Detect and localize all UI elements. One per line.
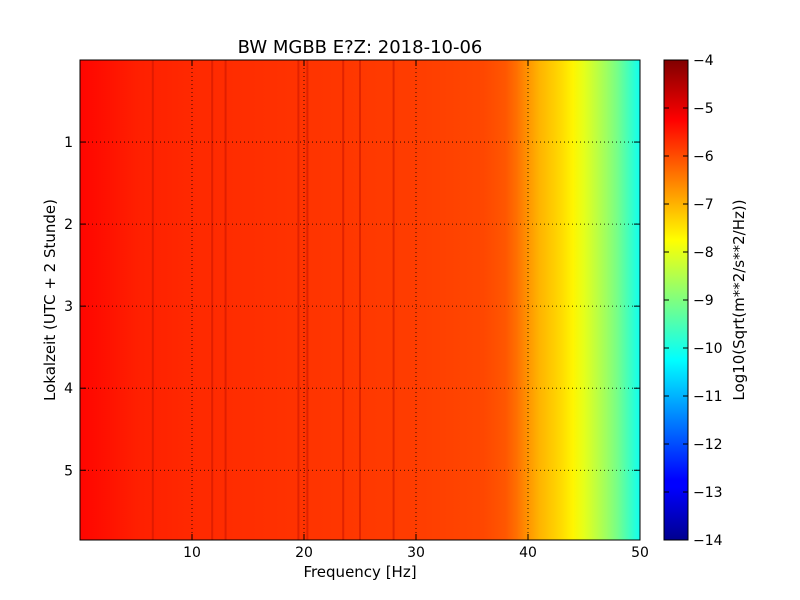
grid (80, 60, 640, 540)
colorbar-ticks: −14 −13 −12 −11 −10 −9 −8 −7 −6 −5 −4 (664, 53, 723, 549)
colorbar-tick-label: −5 (693, 101, 714, 117)
x-tick-label: 30 (407, 545, 425, 561)
colorbar-tick-label: −9 (693, 293, 714, 309)
y-tick-label: 2 (64, 217, 73, 233)
x-axis-ticks: 10 20 30 40 50 (183, 60, 649, 561)
colorbar-tick-label: −10 (693, 341, 723, 357)
colorbar-label: Log10(Sqrt(m**2/s**2/Hz)) (730, 199, 748, 400)
plot-area (80, 60, 640, 540)
x-tick-label: 50 (631, 545, 649, 561)
y-tick-label: 4 (64, 381, 73, 397)
colorbar-tick-label: −13 (693, 485, 723, 501)
colorbar-tick-label: −12 (693, 437, 723, 453)
x-tick-label: 10 (183, 545, 201, 561)
colorbar-tick-label: −8 (693, 245, 714, 261)
colorbar-tick-label: −4 (693, 53, 714, 69)
colorbar-tick-label: −11 (693, 389, 723, 405)
y-tick-label: 5 (64, 463, 73, 479)
chart-title: BW MGBB E?Z: 2018-10-06 (238, 37, 483, 58)
x-tick-label: 40 (519, 545, 537, 561)
y-axis-ticks: 1 2 3 4 5 (64, 135, 640, 479)
y-tick-label: 3 (64, 299, 73, 315)
colorbar-tick-label: −6 (693, 149, 714, 165)
spectral-lines (151, 60, 395, 540)
colorbar-tick-label: −14 (693, 533, 723, 549)
x-axis-label: Frequency [Hz] (303, 563, 416, 581)
colorbar-tick-label: −7 (693, 197, 714, 213)
plot-frame (79, 59, 641, 541)
x-tick-label: 20 (295, 545, 313, 561)
y-axis-label: Lokalzeit (UTC + 2 Stunde) (41, 199, 59, 401)
y-tick-label: 1 (64, 135, 73, 151)
